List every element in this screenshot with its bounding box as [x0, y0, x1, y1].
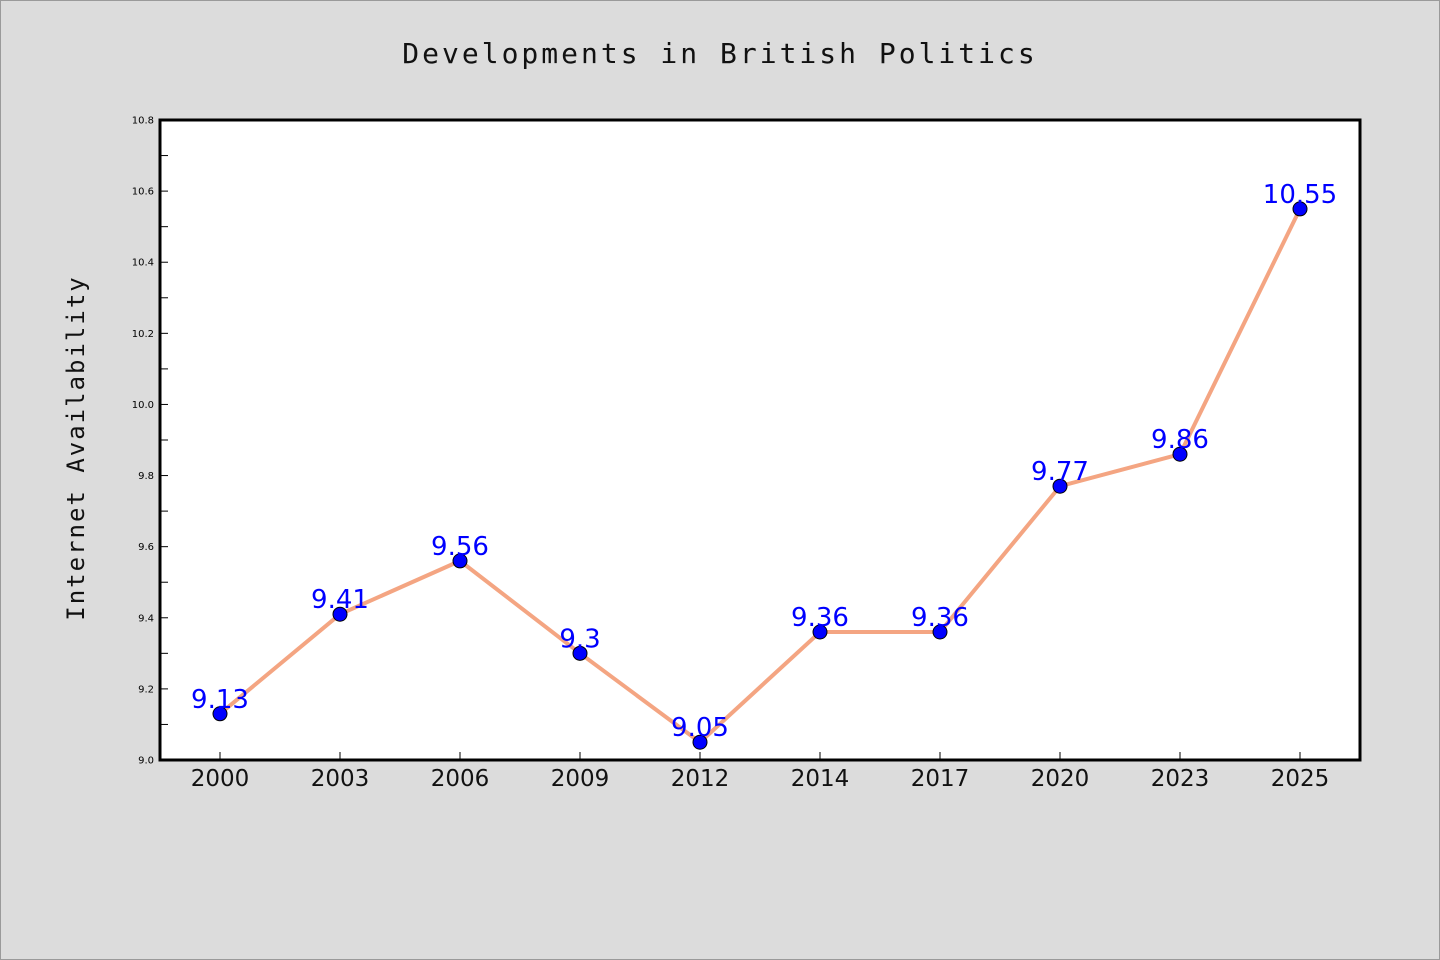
data-label: 9.86: [1151, 425, 1209, 455]
y-axis-label: Internet Availability: [62, 275, 90, 620]
data-label: 9.05: [671, 713, 729, 743]
y-tick-label: 9.6: [138, 542, 154, 553]
data-labels: 9.13 9.41 9.56 9.3 9.05 9.36 9.36 9.77 9.86 10.55: [191, 180, 1337, 743]
x-tick-label: 2009: [551, 766, 610, 792]
data-label: 9.13: [191, 685, 249, 715]
y-tick-label: 10.0: [132, 400, 154, 411]
x-tick-label: 2012: [671, 766, 730, 792]
data-point: [572, 645, 588, 661]
y-tick-label: 9.8: [138, 471, 154, 482]
y-tick-label: 9.0: [138, 756, 154, 767]
data-label: 9.36: [911, 603, 969, 633]
x-tick-label: 2000: [191, 766, 250, 792]
data-label: 10.55: [1263, 180, 1337, 210]
data-label: 9.36: [791, 603, 849, 633]
data-label: 9.56: [431, 532, 489, 562]
data-label: 9.41: [311, 585, 369, 615]
data-label: 9.3: [559, 624, 600, 654]
y-tick-label: 10.6: [132, 187, 154, 198]
data-point: [1052, 478, 1068, 494]
data-point: [332, 606, 348, 622]
y-axis-ticks: 9.0 9.2 9.4 9.6 9.8 10.0 10.2 10.4 10.6 10.8: [132, 116, 168, 767]
data-point: [1172, 446, 1188, 462]
y-tick-label: 9.2: [138, 684, 154, 695]
data-label: 9.77: [1031, 457, 1089, 487]
data-point: [932, 624, 948, 640]
y-tick-label: 10.4: [132, 258, 154, 269]
x-tick-label: 2025: [1271, 766, 1330, 792]
x-axis-ticks: 2000 2003 2006 2009 2012 2014 2017 2020 2023 2025: [191, 752, 1330, 792]
data-point: [1292, 201, 1308, 217]
x-tick-label: 2014: [791, 766, 850, 792]
y-tick-label: 10.8: [132, 116, 154, 127]
data-point: [452, 553, 468, 569]
series-group: [212, 201, 1308, 750]
x-tick-label: 2006: [431, 766, 490, 792]
plot-area: [158, 118, 1362, 762]
x-tick-label: 2017: [911, 766, 970, 792]
x-tick-label: 2020: [1031, 766, 1090, 792]
data-point: [812, 624, 828, 640]
y-tick-label: 9.4: [138, 613, 154, 624]
series-line: [218, 206, 1302, 745]
data-point: [692, 734, 708, 750]
data-point: [212, 706, 228, 722]
x-tick-label: 2003: [311, 766, 370, 792]
y-tick-label: 10.2: [132, 329, 154, 340]
chart-title: Developments in British Politics: [402, 37, 1037, 70]
x-tick-label: 2023: [1151, 766, 1210, 792]
